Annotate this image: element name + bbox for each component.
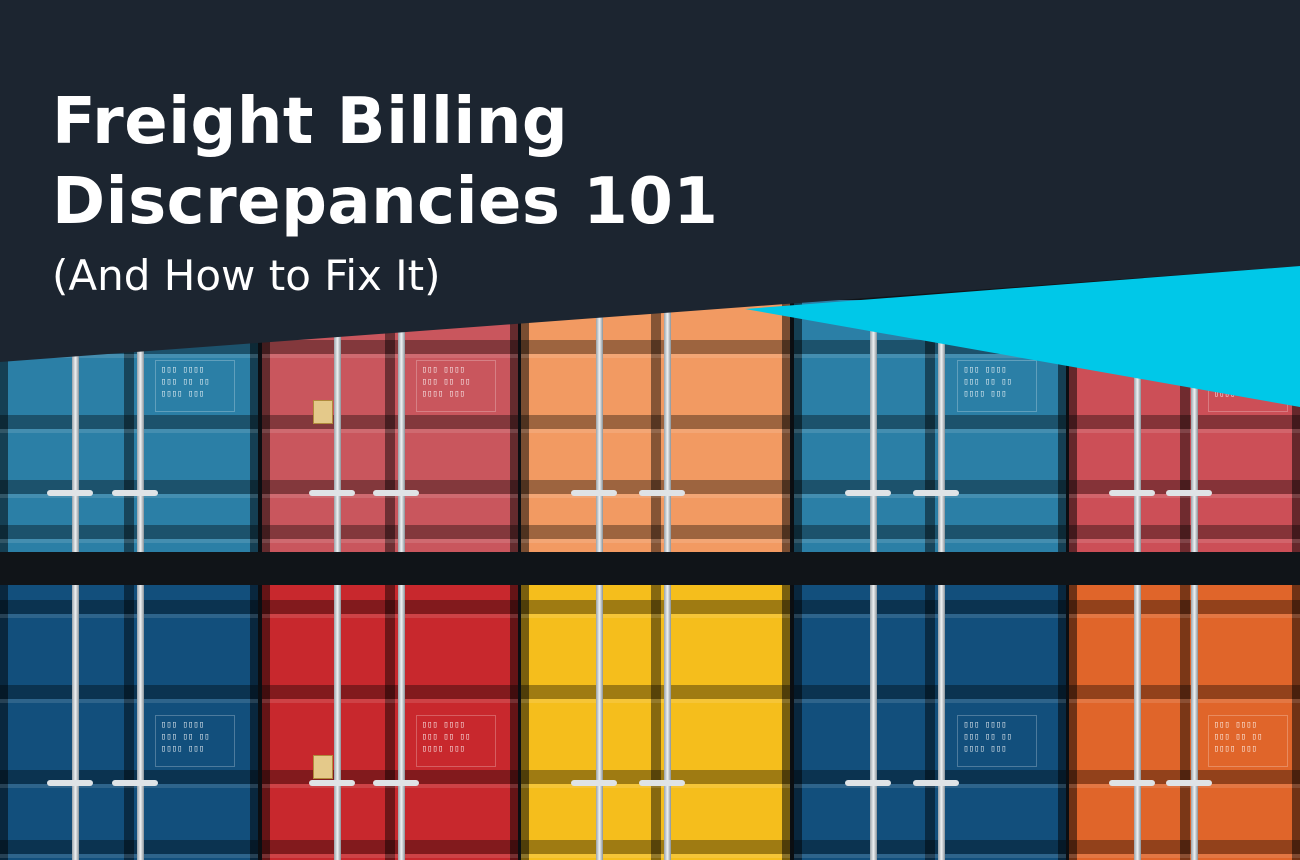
shipping-container: ▯▯▯ ▯▯▯▯ ▯▯▯ ▯▯ ▯▯ ▯▯▯▯ ▯▯▯: [0, 585, 258, 860]
shipping-container: ▯▯▯ ▯▯▯▯ ▯▯▯ ▯▯ ▯▯ ▯▯▯▯ ▯▯▯: [1069, 585, 1300, 860]
shipping-container: [521, 300, 790, 552]
title-line-2: Discrepancies 101: [52, 165, 719, 239]
shipping-container: ▯▯▯ ▯▯▯▯ ▯▯▯ ▯▯ ▯▯ ▯▯▯▯ ▯▯▯: [262, 300, 518, 552]
container-row-bottom: ▯▯▯ ▯▯▯▯ ▯▯▯ ▯▯ ▯▯ ▯▯▯▯ ▯▯▯ ▯▯▯ ▯▯▯▯ ▯▯▯ …: [0, 585, 1300, 860]
page-title: Freight Billing Discrepancies 101: [52, 82, 718, 242]
dark-header-band: [0, 0, 1300, 362]
cyan-accent-triangle: [745, 266, 1300, 407]
page-subtitle: (And How to Fix It): [52, 251, 441, 300]
title-line-1: Freight Billing: [52, 85, 569, 159]
shipping-container: ▯▯▯ ▯▯▯▯ ▯▯▯ ▯▯ ▯▯ ▯▯▯▯ ▯▯▯: [262, 585, 518, 860]
shipping-container: [521, 585, 790, 860]
shipping-container: ▯▯▯ ▯▯▯▯ ▯▯▯ ▯▯ ▯▯ ▯▯▯▯ ▯▯▯: [794, 585, 1066, 860]
